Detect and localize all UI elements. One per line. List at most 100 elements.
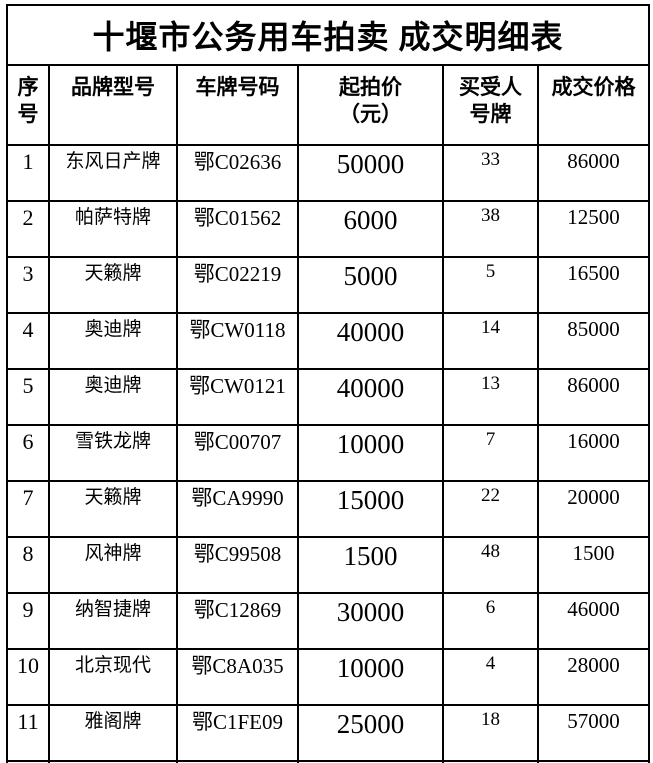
table-row: 8 风神牌 鄂C99508 1500 48 1500 xyxy=(6,536,651,594)
cell-brand: 东风日产牌 xyxy=(48,144,178,202)
cell-serial: 6 xyxy=(6,424,50,482)
cell-buyer-no: 18 xyxy=(442,704,539,762)
cell-buyer-no: 14 xyxy=(442,312,539,370)
cell-plate: 鄂C12869 xyxy=(176,592,299,650)
table-row: 6 雪铁龙牌 鄂C00707 10000 7 16000 xyxy=(6,424,651,482)
cell-serial: 9 xyxy=(6,592,50,650)
cell-deal-price: 16500 xyxy=(536,256,651,314)
cell-brand: 帕萨特牌 xyxy=(48,200,178,258)
col-header-serial: 序 号 xyxy=(6,64,50,146)
col-header-buyer-no-line1: 买受人 xyxy=(459,75,522,99)
cell-deal-price: 12500 xyxy=(536,200,651,258)
cell-brand: 奥迪牌 xyxy=(48,368,178,426)
cell-buyer-no: 6 xyxy=(442,592,539,650)
cell-start-price: 10000 xyxy=(297,648,444,706)
total-deal-price: 454500 xyxy=(536,760,651,763)
table-row: 5 奥迪牌 鄂CW0121 40000 13 86000 xyxy=(6,368,651,426)
total-empty-serial xyxy=(6,760,50,763)
cell-brand: 雪铁龙牌 xyxy=(48,424,178,482)
col-header-start-price-line1: 起拍价 xyxy=(339,75,402,99)
page-title: 十堰市公务用车拍卖 成交明细表 xyxy=(5,4,651,66)
total-empty-plate xyxy=(176,760,299,763)
col-header-plate-line1: 车牌号码 xyxy=(195,75,280,99)
cell-buyer-no: 4 xyxy=(442,648,539,706)
cell-start-price: 10000 xyxy=(297,424,444,482)
cell-brand: 北京现代 xyxy=(48,648,178,706)
col-header-brand-line1: 品牌型号 xyxy=(71,75,155,99)
cell-plate: 鄂CA9990 xyxy=(176,480,299,538)
cell-serial: 10 xyxy=(6,648,50,706)
cell-plate: 鄂C00707 xyxy=(176,424,299,482)
cell-start-price: 1500 xyxy=(297,536,444,594)
cell-deal-price: 85000 xyxy=(536,312,651,370)
col-header-plate: 车牌号码 xyxy=(176,64,299,146)
cell-buyer-no: 38 xyxy=(442,200,539,258)
col-header-brand: 品牌型号 xyxy=(48,64,178,146)
cell-buyer-no: 22 xyxy=(442,480,539,538)
cell-start-price: 30000 xyxy=(297,592,444,650)
cell-serial: 3 xyxy=(6,256,50,314)
table-row: 11 雅阁牌 鄂C1FE09 25000 18 57000 xyxy=(6,704,651,762)
cell-deal-price: 57000 xyxy=(536,704,651,762)
table-row: 4 奥迪牌 鄂CW0118 40000 14 85000 xyxy=(6,312,651,370)
cell-deal-price: 20000 xyxy=(536,480,651,538)
cell-plate: 鄂C1FE09 xyxy=(176,704,299,762)
cell-plate: 鄂C8A035 xyxy=(176,648,299,706)
cell-start-price: 15000 xyxy=(297,480,444,538)
cell-brand: 风神牌 xyxy=(48,536,178,594)
col-header-deal-price-line1: 成交价格 xyxy=(551,75,636,99)
cell-deal-price: 16000 xyxy=(536,424,651,482)
cell-serial: 8 xyxy=(6,536,50,594)
col-header-serial-line1: 序 xyxy=(17,75,39,99)
cell-buyer-no: 5 xyxy=(442,256,539,314)
cell-plate: 鄂CW0118 xyxy=(176,312,299,370)
table-row: 10 北京现代 鄂C8A035 10000 4 28000 xyxy=(6,648,651,706)
cell-serial: 7 xyxy=(6,480,50,538)
cell-start-price: 25000 xyxy=(297,704,444,762)
table-row: 2 帕萨特牌 鄂C01562 6000 38 12500 xyxy=(6,200,651,258)
cell-deal-price: 86000 xyxy=(536,144,651,202)
col-header-buyer-no-line2: 号牌 xyxy=(469,102,512,126)
cell-deal-price: 28000 xyxy=(536,648,651,706)
cell-plate: 鄂C99508 xyxy=(176,536,299,594)
cell-brand: 雅阁牌 xyxy=(48,704,178,762)
cell-buyer-no: 7 xyxy=(442,424,539,482)
cell-serial: 4 xyxy=(6,312,50,370)
cell-start-price: 5000 xyxy=(297,256,444,314)
cell-buyer-no: 13 xyxy=(442,368,539,426)
auction-table: 十堰市公务用车拍卖 成交明细表 序 号 品牌型号 车牌号码 起拍价 （元） 买受… xyxy=(5,4,651,763)
cell-buyer-no: 33 xyxy=(442,144,539,202)
col-header-start-price-line2: （元） xyxy=(339,102,402,126)
total-empty-buyer xyxy=(442,760,539,763)
table-row: 9 纳智捷牌 鄂C12869 30000 6 46000 xyxy=(6,592,651,650)
cell-serial: 1 xyxy=(6,144,50,202)
total-row: 合计 232500 454500 xyxy=(6,760,651,763)
cell-serial: 11 xyxy=(6,704,50,762)
cell-buyer-no: 48 xyxy=(442,536,539,594)
cell-start-price: 40000 xyxy=(297,312,444,370)
cell-plate: 鄂CW0121 xyxy=(176,368,299,426)
col-header-start-price: 起拍价 （元） xyxy=(297,64,444,146)
col-header-deal-price: 成交价格 xyxy=(536,64,651,146)
col-header-buyer-no: 买受人 号牌 xyxy=(442,64,539,146)
col-header-serial-line2: 号 xyxy=(17,102,39,126)
cell-brand: 奥迪牌 xyxy=(48,312,178,370)
cell-start-price: 50000 xyxy=(297,144,444,202)
table-row: 3 天籁牌 鄂C02219 5000 5 16500 xyxy=(6,256,651,314)
cell-brand: 天籁牌 xyxy=(48,256,178,314)
cell-brand: 纳智捷牌 xyxy=(48,592,178,650)
cell-deal-price: 86000 xyxy=(536,368,651,426)
total-start-price: 232500 xyxy=(297,760,444,763)
cell-plate: 鄂C01562 xyxy=(176,200,299,258)
cell-plate: 鄂C02219 xyxy=(176,256,299,314)
table-row: 7 天籁牌 鄂CA9990 15000 22 20000 xyxy=(6,480,651,538)
cell-serial: 5 xyxy=(6,368,50,426)
cell-deal-price: 46000 xyxy=(536,592,651,650)
cell-serial: 2 xyxy=(6,200,50,258)
title-row: 十堰市公务用车拍卖 成交明细表 xyxy=(5,4,651,66)
total-label: 合计 xyxy=(48,760,178,763)
cell-deal-price: 1500 xyxy=(536,536,651,594)
cell-start-price: 6000 xyxy=(297,200,444,258)
cell-plate: 鄂C02636 xyxy=(176,144,299,202)
